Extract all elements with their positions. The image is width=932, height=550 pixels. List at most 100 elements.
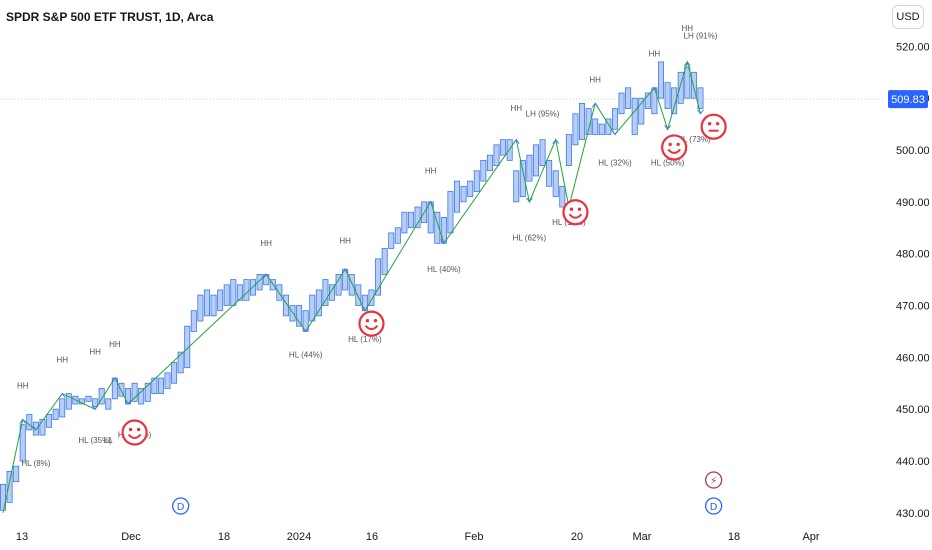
price-bar — [638, 97, 645, 125]
pivot-label: LH (91%) — [684, 32, 718, 41]
pivot-label: HH — [510, 104, 522, 113]
price-bar — [98, 388, 105, 405]
currency-button[interactable]: USD — [892, 5, 924, 29]
pivot-label: HL (73%) — [677, 135, 711, 144]
pivot-label: HL (62%) — [513, 234, 547, 243]
price-bar — [46, 413, 53, 428]
time-tick-label: 16 — [366, 531, 378, 543]
smiley-face-icon — [358, 310, 385, 337]
price-tick-label: 460.00 — [896, 352, 930, 364]
pivot-label: HH — [649, 50, 661, 59]
price-bar — [579, 102, 586, 141]
price-tick-label: 480.00 — [896, 249, 930, 261]
dividend-d-icon[interactable]: D — [172, 497, 190, 515]
price-bar — [414, 206, 421, 229]
price-bar — [592, 118, 599, 135]
pivot-arrow — [19, 418, 27, 424]
pivot-arrow — [526, 197, 533, 203]
price-axis[interactable]: 430.00 440.00 450.00 460.00 470.00 480.00 490.… — [888, 41, 930, 520]
time-tick-label: 13 — [16, 531, 28, 543]
symbol-title: SPDR S&P 500 ETF TRUST, 1D, Arca — [6, 10, 214, 24]
time-axis[interactable]: 13 Dec 18 2024 16 Feb 20 Mar 18 Apr — [16, 531, 820, 543]
price-bar — [651, 87, 658, 115]
pivot-label: HH — [17, 381, 29, 390]
pivot-arrow — [591, 102, 599, 108]
price-bar — [85, 395, 92, 402]
time-tick-label: Mar — [633, 531, 652, 543]
pivot-arrow — [664, 124, 671, 131]
svg-text:509.83: 509.83 — [891, 94, 925, 106]
pivot-arrow — [111, 377, 119, 383]
pivot-label: HL (35%) — [78, 436, 112, 445]
price-bar — [401, 211, 408, 234]
price-bar — [552, 170, 559, 198]
price-bar — [335, 274, 342, 296]
price-tick-label: 450.00 — [896, 404, 930, 416]
price-bar — [105, 398, 112, 410]
price-bar — [644, 92, 651, 109]
price-bar — [210, 294, 217, 317]
smiley-face-icon — [562, 199, 589, 226]
pivot-label: HH — [56, 356, 68, 365]
pivot-arrow — [58, 392, 66, 398]
price-tick-label: 500.00 — [896, 145, 930, 157]
price-bar — [618, 92, 625, 115]
last-price-tag: 509.83 — [888, 90, 928, 109]
price-bar — [328, 284, 335, 301]
price-bar — [177, 351, 184, 374]
price-bar — [65, 393, 72, 410]
price-bar — [480, 159, 487, 182]
price-bar — [151, 377, 158, 395]
time-tick-label: 2024 — [287, 531, 311, 543]
price-bar — [625, 87, 632, 109]
lightning-icon[interactable]: ⚡ — [704, 471, 723, 489]
price-bar — [39, 419, 46, 436]
price-bar — [664, 82, 671, 109]
svg-text:D: D — [710, 502, 718, 513]
dividend-d-icon[interactable]: D — [704, 497, 723, 515]
time-tick-label: Feb — [465, 531, 484, 543]
price-bar — [447, 191, 454, 234]
price-bar — [223, 284, 230, 306]
pivot-arrow — [440, 239, 448, 245]
price-bar — [572, 113, 579, 146]
time-tick-label: 18 — [728, 531, 740, 543]
price-bar — [559, 185, 566, 208]
pivot-arrow — [683, 61, 691, 67]
price-bar — [493, 144, 500, 166]
price-bar — [355, 284, 362, 306]
price-bar — [144, 382, 151, 402]
price-bar — [381, 248, 388, 275]
price-bar — [513, 170, 520, 203]
price-bar — [519, 159, 526, 198]
pivot-label: HH — [109, 340, 121, 349]
price-bar — [394, 227, 401, 244]
price-tick-label: 440.00 — [896, 456, 930, 468]
price-bar — [388, 232, 395, 249]
zigzag-line — [2, 60, 704, 513]
pivot-label: HH — [682, 24, 694, 33]
price-bar — [6, 470, 13, 503]
price-bar — [539, 139, 546, 166]
price-bar — [486, 154, 493, 172]
price-bar — [197, 294, 204, 322]
time-tick-label: 18 — [218, 531, 230, 543]
price-bar — [217, 289, 224, 312]
pivot-arrow — [302, 327, 310, 333]
price-bar — [322, 279, 329, 306]
price-bar — [164, 372, 171, 389]
pivot-arrow — [91, 404, 99, 410]
price-bar — [309, 294, 316, 322]
price-bar — [368, 289, 375, 306]
price-bars — [0, 61, 704, 511]
price-bar — [296, 305, 303, 327]
price-tick-label: 470.00 — [896, 301, 930, 313]
price-bar — [671, 87, 678, 115]
price-bar — [684, 66, 691, 99]
smiley-face-icon — [661, 134, 688, 161]
pivot-arrow — [697, 109, 704, 115]
pivot-label: HL (40%) — [427, 265, 461, 274]
pivot-label: HH — [339, 236, 351, 245]
